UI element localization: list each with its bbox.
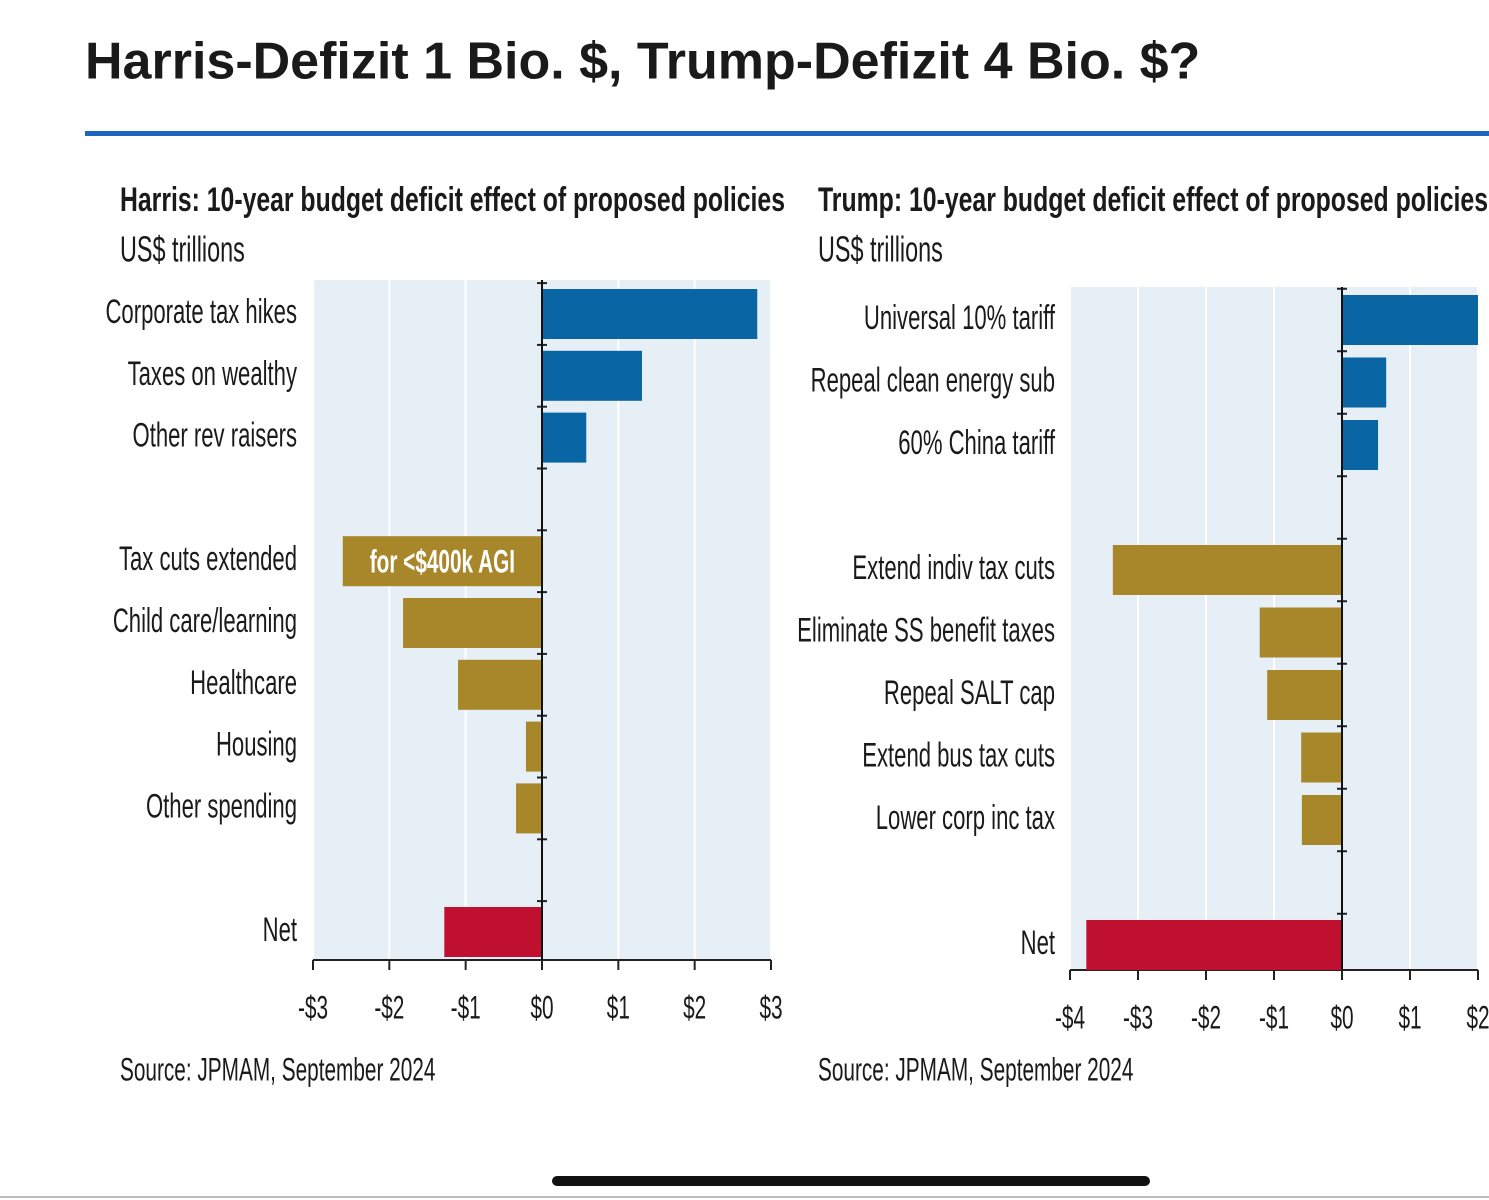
bar-annotation: for <$400k AGI <box>370 544 515 580</box>
bar <box>1259 607 1342 658</box>
bar <box>1301 795 1342 845</box>
bar <box>525 721 542 772</box>
category-label: Eliminate SS benefit taxes <box>797 612 1055 650</box>
bar <box>542 289 758 339</box>
bar <box>1342 295 1478 345</box>
x-tick-label: -$1 <box>1259 1000 1289 1036</box>
bar <box>1267 670 1342 720</box>
bar <box>458 659 542 710</box>
x-tick-label: -$3 <box>298 990 328 1026</box>
bar <box>444 907 542 957</box>
bar <box>516 783 542 834</box>
home-indicator <box>552 1176 1150 1186</box>
category-label: Housing <box>216 726 297 764</box>
x-tick-label: $0 <box>530 990 553 1026</box>
x-tick-label: $2 <box>683 990 706 1026</box>
bar <box>403 598 542 648</box>
bar <box>1086 920 1342 970</box>
bar <box>1342 420 1379 470</box>
x-tick-label: $1 <box>1398 1000 1421 1036</box>
x-tick-label: $2 <box>1466 1000 1489 1036</box>
category-label: Universal 10% tariff <box>864 299 1055 337</box>
x-tick-label: -$4 <box>1055 1000 1085 1036</box>
title-rule <box>85 131 1489 136</box>
category-label: Repeal clean energy sub <box>811 362 1055 400</box>
x-tick-label: -$2 <box>1191 1000 1221 1036</box>
bar <box>1112 545 1342 595</box>
category-label: Tax cuts extended <box>119 541 297 579</box>
category-label: 60% China tariff <box>898 424 1055 462</box>
bar <box>342 536 542 587</box>
category-label: Healthcare <box>190 664 297 702</box>
category-label: Other rev raisers <box>133 417 297 455</box>
source-note: Source: JPMAM, September 2024 <box>818 1052 1133 1088</box>
category-label: Repeal SALT cap <box>884 674 1055 712</box>
x-tick-label: $3 <box>759 990 782 1026</box>
category-label: Taxes on wealthy <box>128 355 298 393</box>
bar <box>1301 732 1342 783</box>
chart-subtitle: US$ trillions <box>120 231 245 270</box>
page-title: Harris-Defizit 1 Bio. $, Trump-Defizit 4… <box>85 33 1200 91</box>
chart-title: Harris: 10-year budget deficit effect of… <box>120 181 785 219</box>
category-label: Corporate tax hikes <box>105 293 297 331</box>
bar <box>1342 357 1387 408</box>
category-label: Other spending <box>146 788 297 826</box>
bar <box>542 412 587 463</box>
chart-subtitle: US$ trillions <box>818 231 943 270</box>
category-label: Extend indiv tax cuts <box>852 549 1055 587</box>
category-label: Net <box>263 911 297 949</box>
category-label: Child care/learning <box>113 602 297 640</box>
category-label: Lower corp inc tax <box>876 799 1056 837</box>
bar <box>542 350 642 401</box>
chart-title: Trump: 10-year budget deficit effect of … <box>818 181 1488 219</box>
category-label: Extend bus tax cuts <box>862 737 1055 775</box>
x-tick-label: $0 <box>1330 1000 1353 1036</box>
x-tick-label: -$2 <box>374 990 404 1026</box>
bottom-border <box>0 1196 1489 1198</box>
category-label: Net <box>1021 924 1055 962</box>
x-tick-label: -$3 <box>1123 1000 1153 1036</box>
x-tick-label: $1 <box>607 990 630 1026</box>
x-tick-label: -$1 <box>451 990 481 1026</box>
source-note: Source: JPMAM, September 2024 <box>120 1052 435 1088</box>
